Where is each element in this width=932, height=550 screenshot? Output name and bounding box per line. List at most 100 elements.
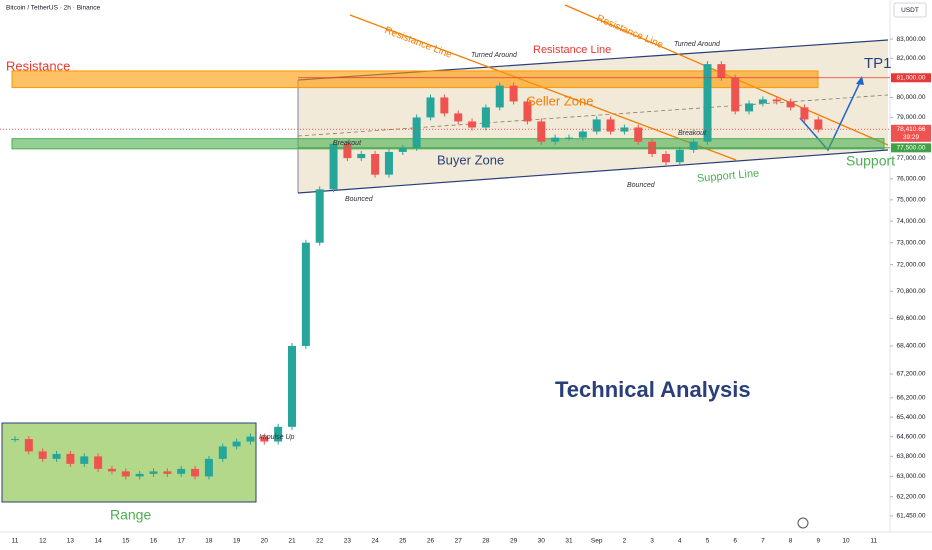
x-tick-label: Sep [591,538,603,545]
x-tick-label: 21 [288,538,296,545]
x-tick-label: 23 [344,538,352,545]
y-tick-label: 73,000.00 [897,239,926,246]
candle [315,189,324,243]
x-tick-label: 5 [706,538,710,545]
y-tick-label: 69,600.00 [897,315,926,322]
x-tick-label: 31 [565,538,573,545]
candle [24,439,33,452]
candle [135,473,144,477]
candle [357,153,366,159]
candle [329,143,338,190]
candle [232,441,241,447]
y-tick-label: 75,000.00 [897,197,926,204]
countdown: 39:29 [903,134,920,141]
candle [523,101,532,122]
icon[interactable] [797,517,809,529]
y-tick-label: 62,200.00 [897,493,926,500]
x-tick-label: 30 [538,538,546,545]
x-tick-label: 17 [178,538,186,545]
annotation: Resistance Line [533,44,611,56]
annotation: Technical Analysis [555,377,751,402]
channel-bottom [297,149,889,194]
x-tick-label: 2 [623,538,627,545]
candle [426,97,435,118]
x-tick-label: 16 [150,538,158,545]
candle [177,468,186,474]
candle [578,131,587,138]
candle [246,436,255,442]
projection-path [799,77,863,152]
annotation: Breakout [678,130,707,137]
currency-box[interactable] [893,2,927,18]
y-tick-label: 77,000.00 [897,155,926,162]
annotation: Breakout [333,140,362,147]
price-label-box [891,73,931,83]
y-tick-label: 74,000.00 [897,218,926,225]
candle [274,426,283,442]
candle [371,153,380,175]
candle [107,468,116,472]
currency: USDT [901,7,919,14]
range-box [1,422,257,503]
x-tick-label: 26 [427,538,435,545]
annotation: Bounced [627,182,656,189]
x-tick-label: 13 [67,538,75,545]
candle [800,107,809,120]
candle [675,149,684,163]
candle [481,107,490,128]
annotation: Impulse Up [259,434,295,441]
candle [343,143,352,159]
x-tick-label: 4 [678,538,682,545]
y-tick-label: 68,400.00 [897,343,926,350]
candle [551,137,560,142]
candle [384,151,393,175]
candle [703,64,712,142]
annotation: Turned Around [674,41,721,48]
x-tick-label: 28 [482,538,490,545]
annotation: Buyer Zone [437,152,504,167]
y-tick-label: 72,000.00 [897,261,926,268]
y-tick-label: 76,000.00 [897,176,926,183]
candle [218,446,227,459]
y-tick-label: 79,000.00 [897,114,926,121]
candle [468,121,477,128]
x-tick-label: 9 [816,538,820,545]
x-tick-label: 29 [510,538,518,545]
x-tick-label: 15 [122,538,130,545]
candle [454,113,463,122]
candle [52,453,61,459]
candle [814,119,823,130]
candle [121,471,130,477]
y-tick-label: 61,450.00 [897,513,926,520]
y-tick-label: 67,200.00 [897,371,926,378]
candle [80,456,89,464]
candle [163,471,172,474]
y-tick-label: 64,600.00 [897,433,926,440]
price-label-box [891,124,931,142]
x-tick-label: 14 [94,538,102,545]
candle [606,119,615,132]
candle [565,137,573,139]
x-tick-label: 25 [399,538,407,545]
candle [260,436,269,442]
zone [11,70,819,89]
candle [66,453,75,464]
candle [745,103,754,112]
y-tick-label: 65,400.00 [897,414,926,421]
candle [758,99,767,104]
annotation: Range [110,507,151,523]
price-label: 78,410.66 [897,126,926,133]
annotation: TP1 [864,55,892,72]
candle [204,458,213,477]
x-tick-label: 7 [761,538,765,545]
candle [786,101,795,108]
y-tick-label: 66,200.00 [897,395,926,402]
candle [38,451,47,459]
annotation: Support [846,153,895,169]
y-tick-label: 63,800.00 [897,453,926,460]
x-tick-label: 27 [455,538,463,545]
candle [634,127,643,142]
annotation: Turned Around [471,52,518,59]
zone [11,138,885,150]
